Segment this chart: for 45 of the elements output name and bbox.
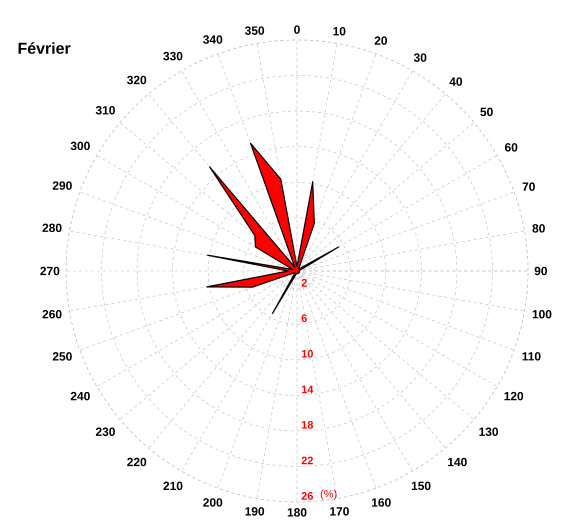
spoke-label: 180 — [288, 508, 306, 517]
y-tick-label: 6 — [302, 314, 307, 322]
spoke-label: 60 — [504, 143, 518, 152]
spoke-label: 290 — [52, 181, 72, 190]
spoke-label: 270 — [40, 266, 60, 276]
y-tick-label: 26 — [302, 492, 313, 500]
spoke-label: 30 — [414, 53, 426, 62]
spoke-label: 130 — [479, 428, 498, 436]
spoke-label: 260 — [42, 310, 62, 318]
spoke-label: 330 — [163, 52, 182, 60]
spoke-label: 250 — [52, 352, 72, 361]
spoke-label: 80 — [532, 224, 545, 233]
spoke-label: 100 — [532, 310, 552, 318]
spoke-label: 20 — [374, 36, 388, 45]
spoke-label: 310 — [96, 106, 115, 115]
spoke-label: 210 — [163, 482, 182, 490]
y-tick-label: 14 — [302, 386, 314, 394]
spoke-label: 350 — [244, 26, 264, 35]
spoke-label: 320 — [127, 76, 146, 84]
spoke-label: 110 — [522, 352, 541, 361]
spoke-label: 10 — [333, 26, 346, 36]
y-tick-label: 2 — [302, 278, 307, 287]
spoke-label: 120 — [504, 392, 524, 400]
spoke-label: 300 — [70, 142, 90, 150]
spoke-label: 230 — [96, 428, 115, 436]
spoke-label: 160 — [372, 498, 391, 507]
text: (%) — [320, 490, 336, 500]
spoke-label: 40 — [449, 77, 462, 86]
spoke-label: 90 — [534, 266, 547, 276]
spoke-label: 140 — [448, 458, 467, 466]
spoke-label: 0 — [294, 25, 300, 34]
spoke-label: 240 — [70, 392, 90, 400]
text: Février — [18, 42, 70, 54]
spoke-label: 170 — [330, 507, 349, 516]
spoke-label: 280 — [42, 224, 62, 232]
spoke-label: 50 — [480, 108, 493, 116]
spoke-label: 220 — [127, 458, 146, 466]
spoke-label: 70 — [522, 182, 535, 191]
y-tick-label: 18 — [302, 420, 314, 429]
spoke-label: 200 — [203, 498, 222, 507]
spoke-label: 340 — [203, 35, 222, 44]
spoke-label: 190 — [245, 507, 264, 516]
spoke-label: 150 — [412, 482, 431, 490]
y-tick-label: 22 — [302, 456, 313, 464]
y-tick-label: 10 — [302, 350, 313, 358]
